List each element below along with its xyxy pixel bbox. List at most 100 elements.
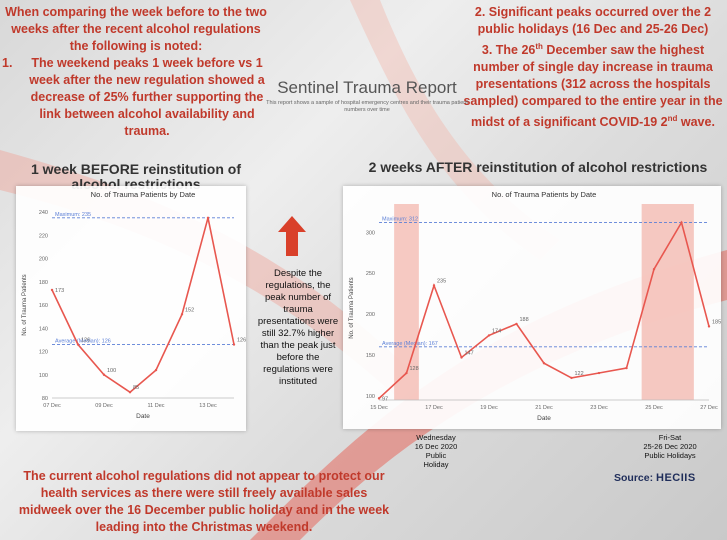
reference-line-label: Average (Median): 126: [55, 339, 111, 345]
data-point: [180, 313, 184, 316]
data-label: 188: [520, 317, 529, 323]
x-axis-label: Date: [537, 415, 551, 422]
data-point: [206, 216, 210, 220]
data-point: [102, 373, 106, 376]
data-label: 174: [492, 328, 501, 334]
bottom-conclusion-text: The current alcohol regulations did not …: [18, 469, 390, 534]
chart-title: No. of Trauma Patients by Date: [91, 190, 196, 199]
y-tick-label: 120: [39, 350, 48, 356]
x-tick-label: 17 Dec: [425, 405, 443, 411]
data-point: [680, 221, 683, 224]
series-line: [51, 217, 235, 394]
highlight-band: [641, 204, 694, 400]
y-axis-label: No. of Trauma Patients: [22, 274, 28, 335]
finding-3-sup2: nd: [667, 114, 678, 124]
data-point: [597, 371, 601, 375]
chart-before: No. of Trauma Patients by Date 80 100 120 14…: [22, 190, 246, 420]
y-tick-label: 200: [366, 312, 375, 318]
data-point: [570, 376, 573, 380]
data-label: 122: [575, 371, 584, 377]
x-tick-label: 15 Dec: [370, 405, 388, 411]
finding-number: 1.: [2, 56, 13, 70]
report-subtitle: This report shows a sample of hospital e…: [266, 100, 468, 113]
source-label: Source:: [614, 472, 654, 484]
right-findings-note: 2. Significant peaks occurred over the 2…: [462, 4, 724, 131]
data-point: [405, 371, 408, 375]
data-label: 126: [81, 338, 90, 344]
wednesday-holiday-text: Wednesday 16 Dec 2020 Public Holiday: [414, 433, 458, 469]
finding-item-3: 3. The 26th December saw the highest num…: [462, 38, 724, 131]
data-point: [625, 366, 628, 370]
data-label: 173: [55, 288, 64, 294]
reference-line-label: Maximum: 312: [382, 217, 418, 223]
data-label: 128: [410, 366, 419, 372]
y-tick-label: 300: [366, 230, 375, 236]
finding-text: The weekend peaks 1 week before vs 1 wee…: [29, 56, 265, 138]
source-credit: Source: HECIIS: [614, 472, 696, 484]
data-point: [232, 343, 236, 346]
data-point: [542, 362, 546, 365]
middle-comparison-text: Despite the regulations, the peak number…: [257, 268, 339, 387]
data-point: [154, 368, 158, 372]
data-label: 85: [133, 385, 139, 391]
data-point: [432, 284, 436, 287]
y-tick-label: 180: [39, 280, 48, 286]
x-tick-label: 07 Dec: [43, 403, 61, 409]
highlight-band: [394, 204, 419, 400]
data-point: [487, 334, 491, 337]
y-tick-label: 140: [39, 326, 48, 332]
data-point: [707, 325, 711, 328]
up-arrow-icon: [278, 216, 306, 256]
data-point: [128, 390, 132, 394]
x-tick-label: 19 Dec: [480, 405, 498, 411]
data-label: 185: [712, 319, 721, 325]
data-label: 97: [382, 396, 388, 402]
data-point: [515, 322, 518, 326]
finding-3-text-a: 3. The 26: [481, 43, 536, 58]
finding-3-text-b: December saw the highest number of singl…: [463, 43, 723, 130]
after-heading: 2 weeks AFTER reinstitution of alcohol r…: [368, 159, 708, 175]
x-tick-label: 09 Dec: [95, 403, 113, 409]
data-label: 100: [107, 368, 116, 374]
finding-item-2: 2. Significant peaks occurred over the 2…: [474, 5, 712, 36]
left-intro-text: When comparing the week before to the tw…: [5, 5, 267, 53]
data-point: [652, 267, 656, 271]
chart-before-panel: No. of Trauma Patients by Date 80 100 120 14…: [16, 186, 246, 431]
wednesday-holiday-label: Wednesday 16 Dec 2020 Public Holiday: [404, 433, 468, 469]
x-tick-label: 13 Dec: [199, 403, 217, 409]
finding-item-1: 1. The weekend peaks 1 week before vs 1 …: [2, 55, 270, 140]
data-point: [50, 288, 54, 292]
y-axis-label: No. of Trauma Patients: [349, 277, 355, 338]
y-tick-label: 250: [366, 271, 375, 277]
reference-line-label: Maximum: 235: [55, 212, 91, 218]
y-tick-label: 80: [42, 396, 48, 402]
data-label: 126: [237, 338, 246, 344]
x-tick-label: 25 Dec: [645, 405, 663, 411]
heciis-logo: HECIIS: [656, 472, 696, 484]
data-point: [460, 356, 463, 359]
x-tick-label: 23 Dec: [590, 405, 608, 411]
x-tick-label: 27 Dec: [700, 405, 718, 411]
finding-3-text-c: wave.: [677, 115, 715, 130]
left-findings-note: When comparing the week before to the tw…: [2, 4, 270, 140]
data-point: [377, 397, 381, 400]
data-label: 147: [465, 350, 474, 356]
chart-after-panel: No. of Trauma Patients by Date 100 150 200 2…: [343, 186, 721, 429]
chart-after: No. of Trauma Patients by Date 100 150 200 2…: [349, 190, 721, 422]
frisat-holiday-label: Fri-Sat 25-26 Dec 2020 Public Holidays: [628, 433, 712, 460]
x-tick-label: 21 Dec: [535, 405, 553, 411]
y-tick-label: 200: [39, 257, 48, 263]
data-point: [76, 343, 80, 346]
data-label: 152: [185, 307, 194, 313]
x-axis-label: Date: [136, 413, 150, 420]
y-tick-label: 100: [39, 373, 48, 379]
report-title: Sentinel Trauma Report: [277, 78, 457, 97]
y-tick-label: 150: [366, 353, 375, 359]
reference-line-label: Average (Median): 167: [382, 341, 438, 347]
y-tick-label: 160: [39, 303, 48, 309]
finding-3-sup: th: [535, 42, 543, 51]
y-tick-label: 100: [366, 394, 375, 400]
y-tick-label: 220: [39, 233, 48, 239]
y-tick-label: 240: [39, 210, 48, 216]
x-tick-label: 11 Dec: [147, 403, 164, 409]
